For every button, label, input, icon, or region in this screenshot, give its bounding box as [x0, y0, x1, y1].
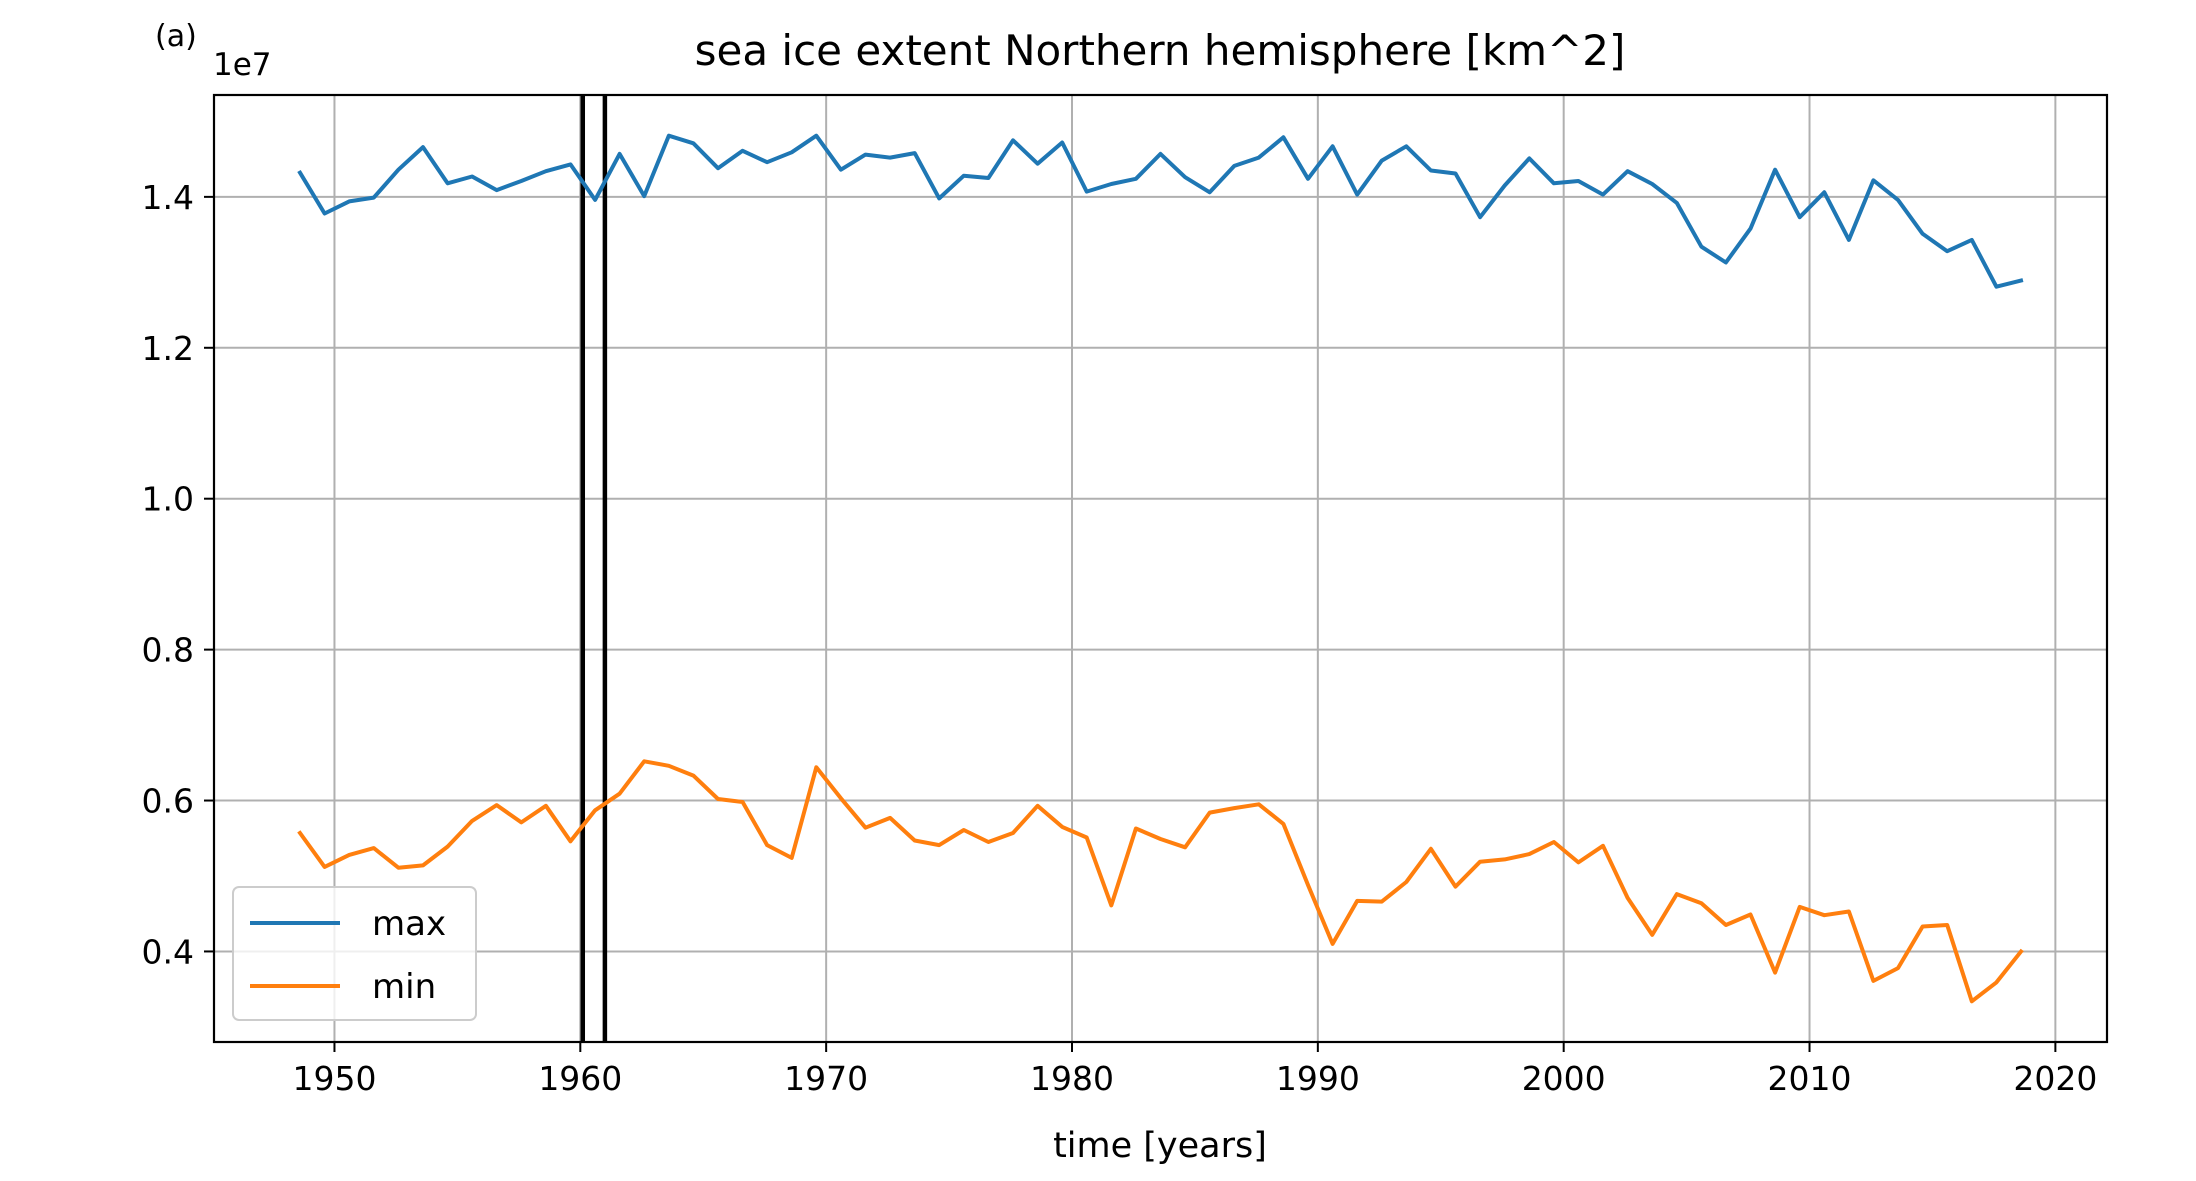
grid-lines	[214, 95, 2107, 1042]
plot-frame	[212, 93, 2109, 1044]
legend: max min	[232, 886, 477, 1021]
y-tick-label: 0.6	[142, 782, 194, 821]
x-axis-label: time [years]	[1053, 1126, 1267, 1166]
x-tick-label: 1990	[1276, 1059, 1360, 1098]
y-tick-label: 0.4	[142, 932, 194, 971]
x-tick-label: 1950	[292, 1059, 376, 1098]
y-tick-label: 1.4	[142, 178, 194, 217]
legend-label-min: min	[372, 967, 436, 1007]
series-line-max	[297, 133, 2024, 289]
chart-title: sea ice extent Northern hemisphere [km^2…	[695, 26, 1626, 75]
x-tick-label: 2020	[2013, 1059, 2097, 1098]
reference-lines	[580, 95, 608, 1042]
x-tick-label: 2010	[1768, 1059, 1852, 1098]
legend-label-max: max	[372, 904, 446, 944]
series-line-min	[297, 759, 2024, 1004]
x-axis-ticks: 1950 1960 1970 1980 1990 2000 2010 2020	[292, 1042, 2097, 1098]
y-offset-label: 1e7	[213, 47, 272, 83]
y-tick-label: 0.8	[142, 631, 194, 670]
x-tick-label: 1970	[784, 1059, 868, 1098]
y-tick-label: 1.0	[142, 480, 194, 519]
series-group	[297, 133, 2024, 1004]
panel-label: (a)	[155, 19, 197, 54]
x-tick-label: 2000	[1522, 1059, 1606, 1098]
x-tick-label: 1980	[1030, 1059, 1114, 1098]
y-tick-label: 1.2	[142, 329, 194, 368]
y-axis-ticks: 0.4 0.6 0.8 1.0 1.2 1.4	[142, 178, 214, 971]
x-tick-label: 1960	[538, 1059, 622, 1098]
